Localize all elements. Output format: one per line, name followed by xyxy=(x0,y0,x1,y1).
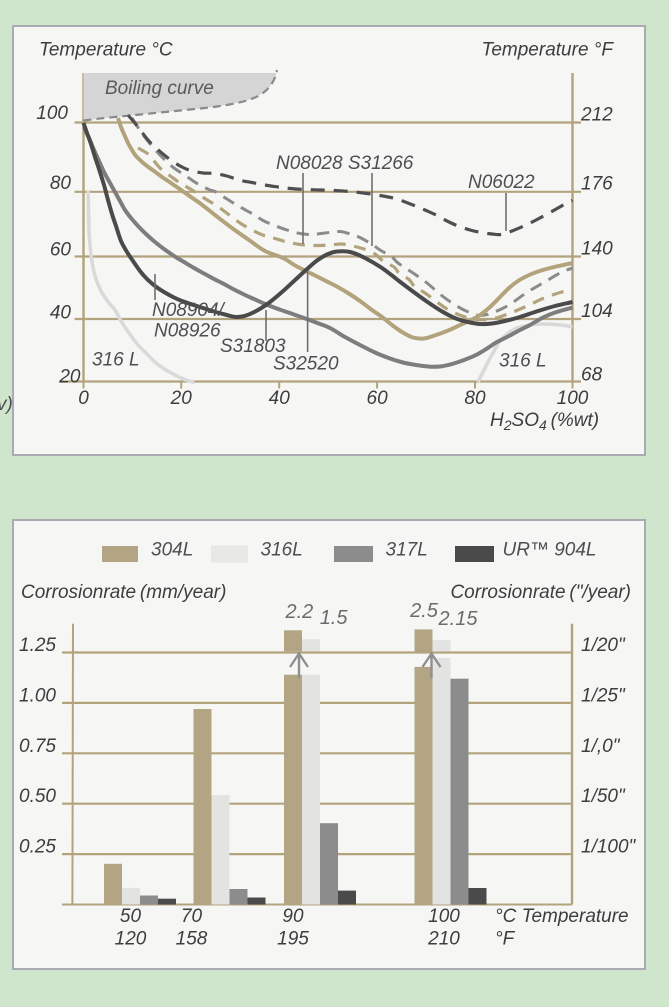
svg-text:70: 70 xyxy=(181,906,203,927)
svg-text:H2SO4 (%wt): H2SO4 (%wt) xyxy=(490,410,599,433)
svg-text:N08904/: N08904/ xyxy=(152,300,226,321)
svg-text:80: 80 xyxy=(50,173,72,194)
svg-text:2.2: 2.2 xyxy=(284,601,313,623)
svg-text:v): v) xyxy=(0,394,13,415)
svg-text:S31803: S31803 xyxy=(220,336,286,357)
svg-text:°C Temperature: °C Temperature xyxy=(495,906,629,927)
svg-text:0.50: 0.50 xyxy=(19,786,56,807)
svg-text:176: 176 xyxy=(581,174,613,195)
svg-text:68: 68 xyxy=(581,365,603,386)
svg-text:1/50": 1/50" xyxy=(581,786,626,807)
svg-text:0: 0 xyxy=(78,388,89,409)
svg-text:90: 90 xyxy=(282,906,304,927)
svg-text:104: 104 xyxy=(581,301,613,322)
svg-text:1.00: 1.00 xyxy=(19,685,56,706)
svg-text:S32520: S32520 xyxy=(273,354,339,375)
svg-text:316 L: 316 L xyxy=(499,351,547,372)
svg-text:°F: °F xyxy=(495,929,516,950)
svg-text:20: 20 xyxy=(58,367,81,388)
svg-text:40: 40 xyxy=(50,303,72,324)
svg-text:210: 210 xyxy=(427,929,460,950)
svg-text:Corrosionrate ("/year): Corrosionrate ("/year) xyxy=(450,582,631,603)
svg-text:2.5: 2.5 xyxy=(409,600,439,622)
svg-text:100: 100 xyxy=(428,906,460,927)
svg-text:N08926: N08926 xyxy=(154,321,221,342)
svg-text:UR™ 904L: UR™ 904L xyxy=(503,540,597,561)
svg-text:1/20": 1/20" xyxy=(581,635,626,656)
svg-text:Temperature °C: Temperature °C xyxy=(39,40,173,61)
svg-text:316 L: 316 L xyxy=(92,350,140,371)
svg-text:317L: 317L xyxy=(386,540,428,561)
svg-text:0.25: 0.25 xyxy=(19,837,56,858)
svg-text:Corrosionrate (mm/year): Corrosionrate (mm/year) xyxy=(21,582,226,603)
svg-text:40: 40 xyxy=(269,388,291,409)
svg-text:158: 158 xyxy=(176,929,208,950)
svg-text:1.25: 1.25 xyxy=(19,635,56,656)
svg-text:316L: 316L xyxy=(261,540,303,561)
svg-text:60: 60 xyxy=(367,388,389,409)
svg-text:212: 212 xyxy=(580,105,613,126)
svg-text:60: 60 xyxy=(50,240,72,261)
svg-text:140: 140 xyxy=(581,239,613,260)
svg-text:Boiling curve: Boiling curve xyxy=(105,78,214,99)
svg-text:100: 100 xyxy=(36,103,68,124)
svg-text:304L: 304L xyxy=(151,540,193,561)
svg-text:20: 20 xyxy=(170,388,193,409)
svg-text:1/,0": 1/,0" xyxy=(581,736,621,757)
svg-text:100: 100 xyxy=(557,388,589,409)
svg-text:Temperature °F: Temperature °F xyxy=(481,40,614,61)
svg-text:195: 195 xyxy=(277,929,309,950)
svg-text:120: 120 xyxy=(115,929,147,950)
svg-text:N06022: N06022 xyxy=(468,172,535,193)
svg-text:1/100": 1/100" xyxy=(581,837,637,858)
svg-text:80: 80 xyxy=(464,388,486,409)
svg-text:1/25": 1/25" xyxy=(581,685,626,706)
svg-text:N08028 S31266: N08028 S31266 xyxy=(276,153,414,174)
svg-text:50: 50 xyxy=(120,906,142,927)
svg-text:0.75: 0.75 xyxy=(19,736,56,757)
svg-text:1.5: 1.5 xyxy=(320,607,349,629)
svg-text:2.15: 2.15 xyxy=(438,608,479,630)
